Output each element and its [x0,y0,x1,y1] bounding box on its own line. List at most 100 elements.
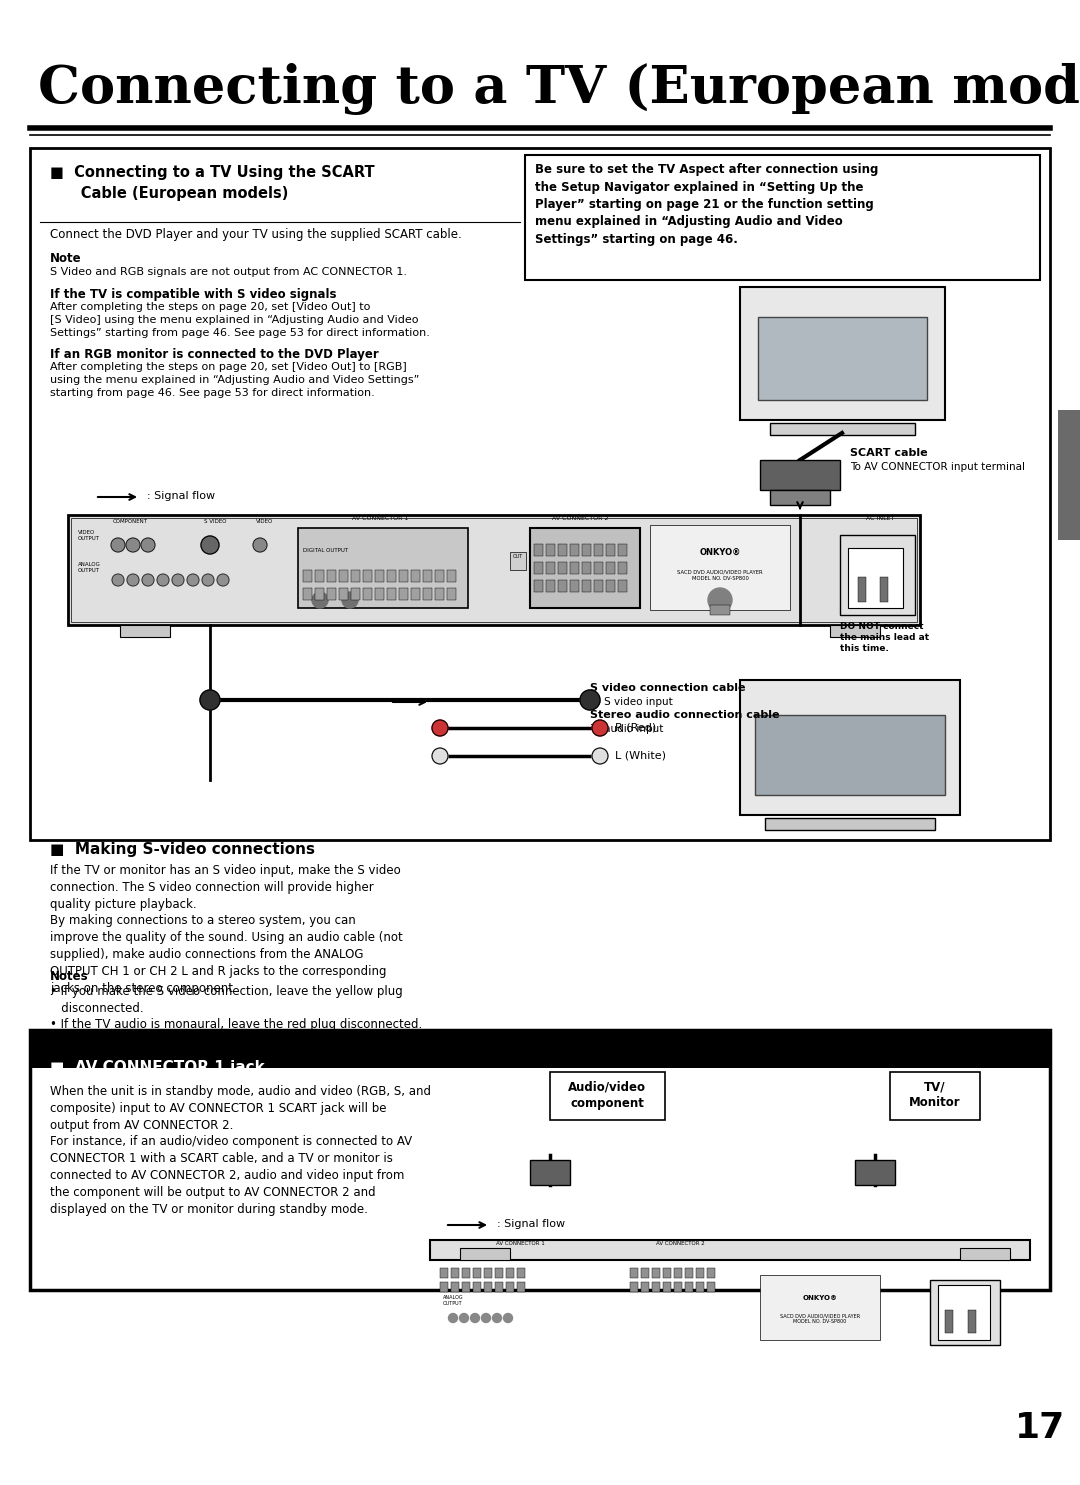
Circle shape [172,575,184,587]
Circle shape [492,1314,501,1323]
Bar [387,588,396,600]
Circle shape [448,1314,458,1323]
Circle shape [112,575,124,587]
Bar [582,544,591,555]
Bar [685,1282,693,1292]
Text: Connect the DVD Player and your TV using the supplied SCART cable.: Connect the DVD Player and your TV using… [50,229,462,241]
Bar [831,625,880,637]
Circle shape [141,538,156,552]
Bar [770,490,831,505]
Text: If the TV or monitor has an S video input, make the S video
connection. The S vi: If the TV or monitor has an S video inpu… [50,864,403,995]
Text: ANALOG
OUTPUT: ANALOG OUTPUT [78,561,100,573]
Bar [315,588,324,600]
Bar [618,581,627,593]
Bar [339,588,348,600]
Text: VIDEO: VIDEO [256,518,273,524]
Text: VIDEO
OUTPUT: VIDEO OUTPUT [78,530,100,541]
Bar [351,588,360,600]
Circle shape [592,748,608,763]
Bar [630,1282,638,1292]
Bar [606,581,615,593]
Bar [674,1268,681,1279]
Circle shape [217,575,229,587]
Bar [510,552,526,570]
Bar [770,423,915,435]
Bar [546,561,555,575]
Bar [582,581,591,593]
Text: L (White): L (White) [615,751,666,760]
Text: : Signal flow: : Signal flow [147,492,215,500]
Bar [495,1268,503,1279]
Bar [840,535,915,615]
Text: 17: 17 [1015,1411,1065,1445]
Bar [650,526,789,610]
Bar [440,1282,448,1292]
Circle shape [253,538,267,552]
Text: TV/
Monitor: TV/ Monitor [909,1080,961,1109]
Bar [707,1282,715,1292]
Text: To AV CONNECTOR input terminal: To AV CONNECTOR input terminal [850,462,1025,472]
Bar [642,1282,649,1292]
Bar [710,604,730,615]
Bar [758,316,927,399]
Bar [960,1247,1010,1259]
Bar [945,1310,953,1334]
Circle shape [342,593,357,607]
Bar [375,570,384,582]
Bar [939,1285,990,1339]
Bar [530,529,640,607]
Circle shape [141,575,154,587]
Bar [423,588,432,600]
Bar [594,544,603,555]
Bar [447,570,456,582]
Bar [558,581,567,593]
Bar [594,581,603,593]
Text: After completing the steps on page 20, set [Video Out] to [RGB]
using the menu e: After completing the steps on page 20, s… [50,362,419,398]
Bar [618,544,627,555]
Bar [363,588,372,600]
Bar [570,544,579,555]
Text: COMPONENT: COMPONENT [112,518,148,524]
Text: If the TV is compatible with S video signals: If the TV is compatible with S video sig… [50,288,337,301]
Bar [652,1282,660,1292]
Text: ONKYO®: ONKYO® [802,1295,837,1301]
Bar [558,544,567,555]
Text: ■  AV CONNECTOR 1 jack: ■ AV CONNECTOR 1 jack [50,1060,265,1075]
Text: ■  Connecting to a TV Using the SCART
      Cable (European models): ■ Connecting to a TV Using the SCART Cab… [50,165,375,200]
Bar [351,570,360,582]
Bar [546,544,555,555]
Circle shape [459,1314,469,1323]
Bar [696,1268,704,1279]
Text: AV CONNECTOR 2: AV CONNECTOR 2 [552,515,608,521]
Bar [451,1282,459,1292]
Bar [315,570,324,582]
Bar [375,588,384,600]
Text: DO NOT connect
the mains lead at
this time.: DO NOT connect the mains lead at this ti… [840,622,929,653]
Bar [339,570,348,582]
Text: Connecting to a TV (European models): Connecting to a TV (European models) [38,62,1080,114]
Circle shape [471,1314,480,1323]
Bar [462,1268,470,1279]
Bar [663,1268,671,1279]
Bar [855,1160,895,1185]
Bar [327,588,336,600]
Bar [570,581,579,593]
Bar [594,561,603,575]
Text: DIGITAL OUTPUT: DIGITAL OUTPUT [303,548,348,552]
Text: Note: Note [50,252,82,264]
Bar [630,1268,638,1279]
Bar [507,1282,514,1292]
Bar [707,1268,715,1279]
Bar [517,1268,525,1279]
Bar [1058,410,1080,541]
Bar [550,1072,665,1120]
Circle shape [592,720,608,737]
Bar [435,588,444,600]
Circle shape [432,748,448,763]
Bar [606,561,615,575]
Bar [740,287,945,420]
Bar [363,570,372,582]
Text: AV CONNECTOR 2: AV CONNECTOR 2 [656,1241,704,1246]
Bar [451,1268,459,1279]
Text: Stereo audio connection cable: Stereo audio connection cable [590,710,780,720]
